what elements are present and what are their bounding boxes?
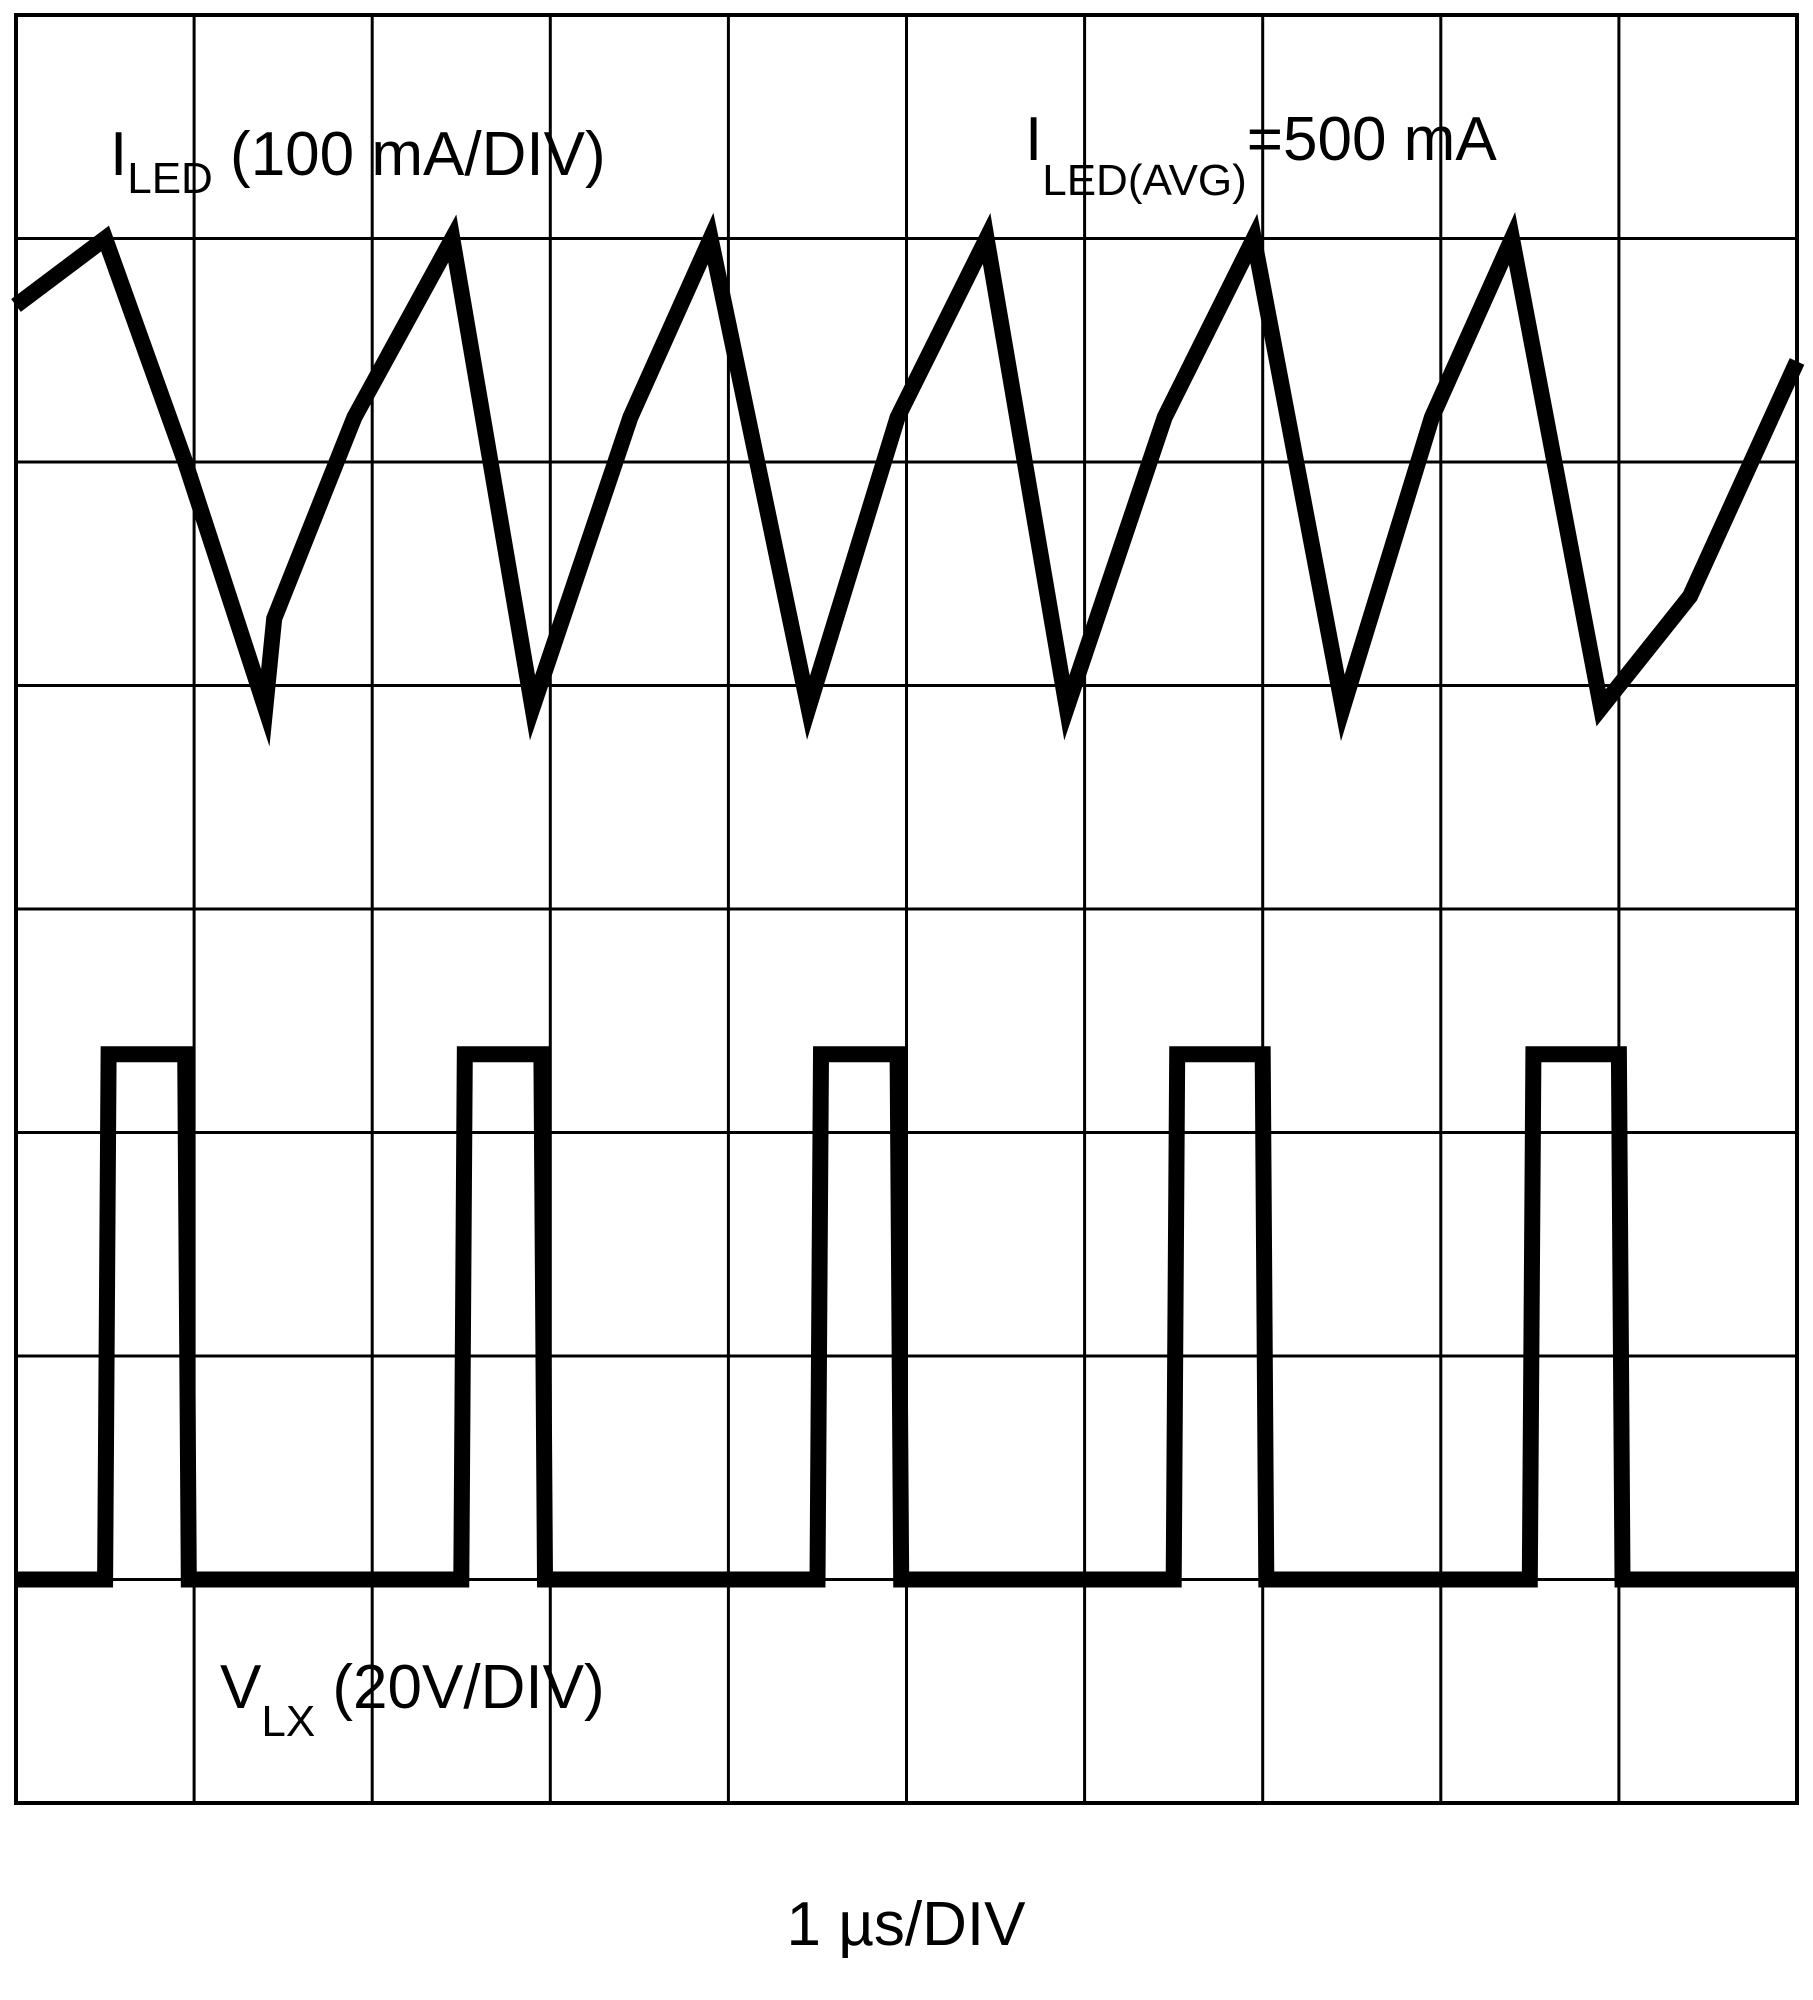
x-scale-label: 1 µs/DIV xyxy=(786,1890,1026,1959)
traces xyxy=(11,211,1805,1588)
series-label-iled: ILED (100 mA/DIV) xyxy=(110,120,606,203)
trace-i-led xyxy=(11,211,1805,747)
annotation-iled-avg: ILED(AVG)=500 mA xyxy=(1025,105,1497,205)
plot-frame xyxy=(14,13,1799,1805)
series-label-vlx: VLX (20V/DIV) xyxy=(220,1653,605,1746)
grid xyxy=(14,13,1799,1805)
trace-v-lx xyxy=(16,1046,1797,1588)
